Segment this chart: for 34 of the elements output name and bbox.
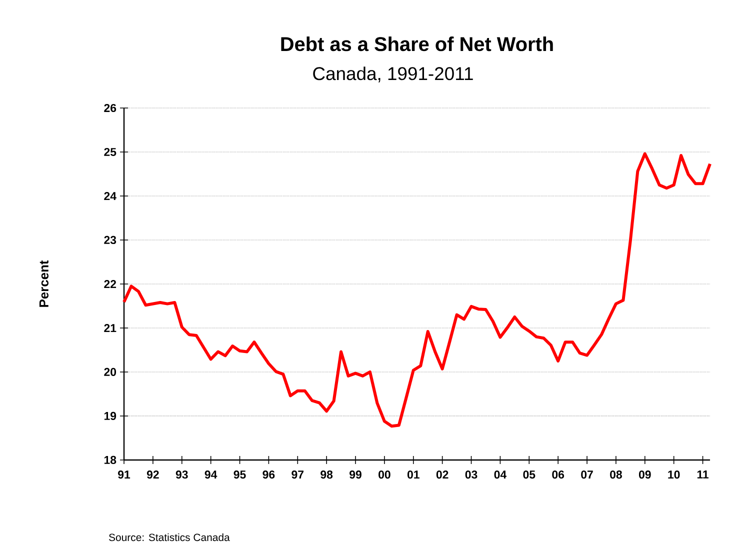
x-tick-label: 91: [118, 470, 130, 479]
y-tick-label: 23: [104, 236, 116, 244]
y-tick-label: 22: [104, 280, 116, 288]
x-tick-label: 05: [523, 470, 536, 479]
y-tick-label: 24: [104, 192, 116, 200]
x-tick-label: 01: [407, 470, 420, 479]
x-tick-label: 03: [465, 470, 478, 479]
x-tick-label: 99: [350, 470, 362, 479]
x-tick-label: 09: [638, 470, 651, 479]
y-tick-label: 18: [104, 456, 116, 464]
x-tick-label: 02: [436, 470, 448, 479]
x-tick-label: 07: [581, 470, 593, 479]
x-tick-label: 94: [204, 470, 218, 479]
x-tick-label: 08: [610, 470, 622, 479]
y-tick-label: 21: [104, 324, 116, 332]
x-tick-label: 04: [494, 470, 507, 479]
chart-title: Debt as a Share of Net Worth: [281, 36, 553, 52]
x-tick-label: 06: [552, 470, 564, 479]
chart-subtitle: Canada, 1991-2011: [313, 66, 473, 82]
y-tick-label: 19: [104, 412, 116, 420]
x-tick-label: 11: [697, 470, 709, 478]
x-tick-label: 96: [262, 470, 275, 479]
x-tick-label: 97: [292, 470, 304, 479]
x-tick-label: 93: [176, 470, 188, 479]
y-axis-title: Percent: [39, 260, 48, 307]
x-tick-label: 95: [234, 470, 246, 479]
x-tick-label: 98: [320, 470, 333, 479]
source-note: Source: Statistics Canada: [108, 533, 230, 542]
x-tick-label: 00: [378, 470, 390, 479]
y-tick-label: 20: [104, 368, 116, 376]
y-tick-label: 25: [104, 148, 116, 156]
x-tick-label: 92: [146, 470, 159, 479]
x-tick-label: 10: [668, 470, 680, 479]
y-tick-label: 26: [104, 104, 116, 112]
